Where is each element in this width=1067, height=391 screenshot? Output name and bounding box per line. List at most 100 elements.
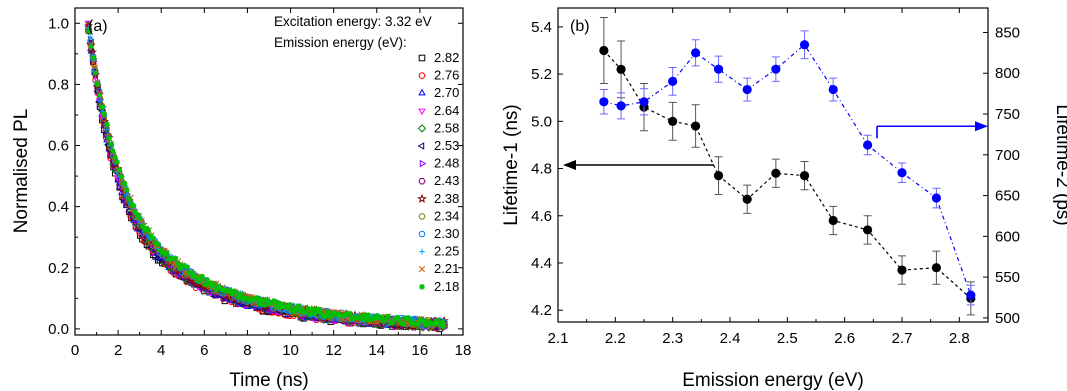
data-point <box>405 315 411 321</box>
data-point <box>254 295 260 301</box>
data-point <box>365 312 371 318</box>
panel-b: 2.1 2.2 2.3 2.4 2.5 2.6 2.7 2.8 4.2 4.4 4.6 4.8 5.0… <box>501 7 1067 391</box>
data-point <box>799 40 810 50</box>
excitation-energy-annotation: Excitation energy: 3.32 eV <box>274 14 432 29</box>
data-point <box>315 306 322 313</box>
lifetime-2-series <box>599 30 976 306</box>
data-point <box>170 259 177 266</box>
data-point <box>407 317 414 324</box>
right-y-tick-label: 550 <box>995 269 1020 286</box>
data-point <box>175 260 181 267</box>
legend-marker-2.43 <box>418 178 426 185</box>
data-point <box>599 97 609 107</box>
panel-b-label: (b) <box>570 18 590 35</box>
data-point <box>256 298 262 304</box>
data-point <box>828 215 838 226</box>
panel-b-right-y-axis-title: Lifetime-2 (ps) <box>1052 104 1067 225</box>
right-y-tick-label: 600 <box>995 228 1020 245</box>
data-point <box>378 314 384 320</box>
data-point <box>166 256 172 262</box>
data-point <box>181 262 187 268</box>
decay-series-2.38 <box>83 20 449 332</box>
data-point <box>112 154 118 160</box>
data-point <box>347 310 353 317</box>
y-tick-label: 0.8 <box>48 76 69 93</box>
legend-label-2.21: 2.21 <box>434 261 459 276</box>
x-tick-label: 12 <box>325 342 342 359</box>
data-point <box>250 296 257 302</box>
lifetime-1-series <box>599 16 976 316</box>
data-point <box>327 314 333 320</box>
panel-a-frame <box>74 7 464 336</box>
legend-marker-2.25 <box>419 248 425 255</box>
data-point <box>104 121 110 128</box>
data-point <box>124 187 130 193</box>
data-point <box>931 263 942 273</box>
data-point <box>233 289 239 296</box>
right-axis-arrow-head <box>975 121 988 132</box>
data-point <box>87 34 93 40</box>
data-point <box>208 283 214 289</box>
data-point <box>436 321 442 327</box>
data-point <box>691 121 701 131</box>
left-y-tick-label: 4.4 <box>531 255 552 272</box>
data-point <box>142 227 148 233</box>
data-point <box>742 194 752 204</box>
data-point <box>668 76 678 87</box>
data-point <box>177 265 183 271</box>
data-point <box>132 209 138 215</box>
emission-energy-legend-title: Emission energy (eV): <box>274 35 407 50</box>
data-point <box>278 304 284 310</box>
legend-marker-2.34 <box>418 213 426 220</box>
legend-label-2.48: 2.48 <box>434 156 459 171</box>
data-point <box>215 284 221 290</box>
panel-b-left-y-ticks: 4.2 4.4 4.6 4.8 5.0 5.2 5.4 <box>531 19 563 319</box>
decay-series-2.64 <box>84 20 448 332</box>
right-y-tick-label: 500 <box>995 310 1020 327</box>
data-point <box>309 306 316 312</box>
right-y-tick-label: 800 <box>995 65 1020 82</box>
decay-series-2.30 <box>85 26 448 330</box>
data-point <box>210 281 216 287</box>
x-tick-label: 6 <box>200 342 208 359</box>
data-point <box>101 111 107 117</box>
data-point <box>122 181 128 187</box>
data-point <box>312 311 318 317</box>
data-point <box>213 286 219 293</box>
data-point <box>713 171 724 181</box>
data-point <box>356 314 362 321</box>
x-tick-label: 14 <box>368 342 385 359</box>
data-point <box>238 291 244 298</box>
panel-b-left-y-axis-title: Lifetime-1 (ns) <box>501 104 522 225</box>
data-point <box>96 92 102 99</box>
legend-label-2.70: 2.70 <box>434 85 459 100</box>
data-point <box>340 313 347 319</box>
x-tick-label: 0 <box>71 342 79 359</box>
data-point <box>195 277 201 283</box>
data-point <box>771 168 781 178</box>
data-point <box>164 250 170 256</box>
data-point <box>271 298 277 304</box>
data-point <box>385 313 391 319</box>
left-y-tick-label: 4.8 <box>531 161 552 178</box>
panel-b-frame <box>557 7 989 323</box>
data-point <box>374 319 381 326</box>
data-point <box>226 287 232 293</box>
data-point <box>140 223 146 229</box>
legend-label-2.30: 2.30 <box>434 226 459 241</box>
legend-marker-2.58 <box>417 124 427 133</box>
data-point <box>394 314 401 320</box>
x-tick-label: 2.2 <box>605 330 626 347</box>
x-tick-label: 2.4 <box>720 330 741 347</box>
decay-series-2.43 <box>84 26 448 330</box>
data-point <box>421 319 427 325</box>
decay-series-2.53 <box>84 25 446 331</box>
panel-a-legend: 2.82 2.76 2.70 2.64 2.58 2.53 2.48 2.43 2.38 2.34… <box>417 50 459 294</box>
data-point <box>322 313 328 319</box>
data-point <box>204 276 210 283</box>
data-point <box>771 64 781 74</box>
data-point <box>414 321 421 327</box>
panel-a-x-ticks: 0 2 4 6 8 10 12 14 16 18 <box>71 8 471 359</box>
data-point <box>97 98 103 104</box>
